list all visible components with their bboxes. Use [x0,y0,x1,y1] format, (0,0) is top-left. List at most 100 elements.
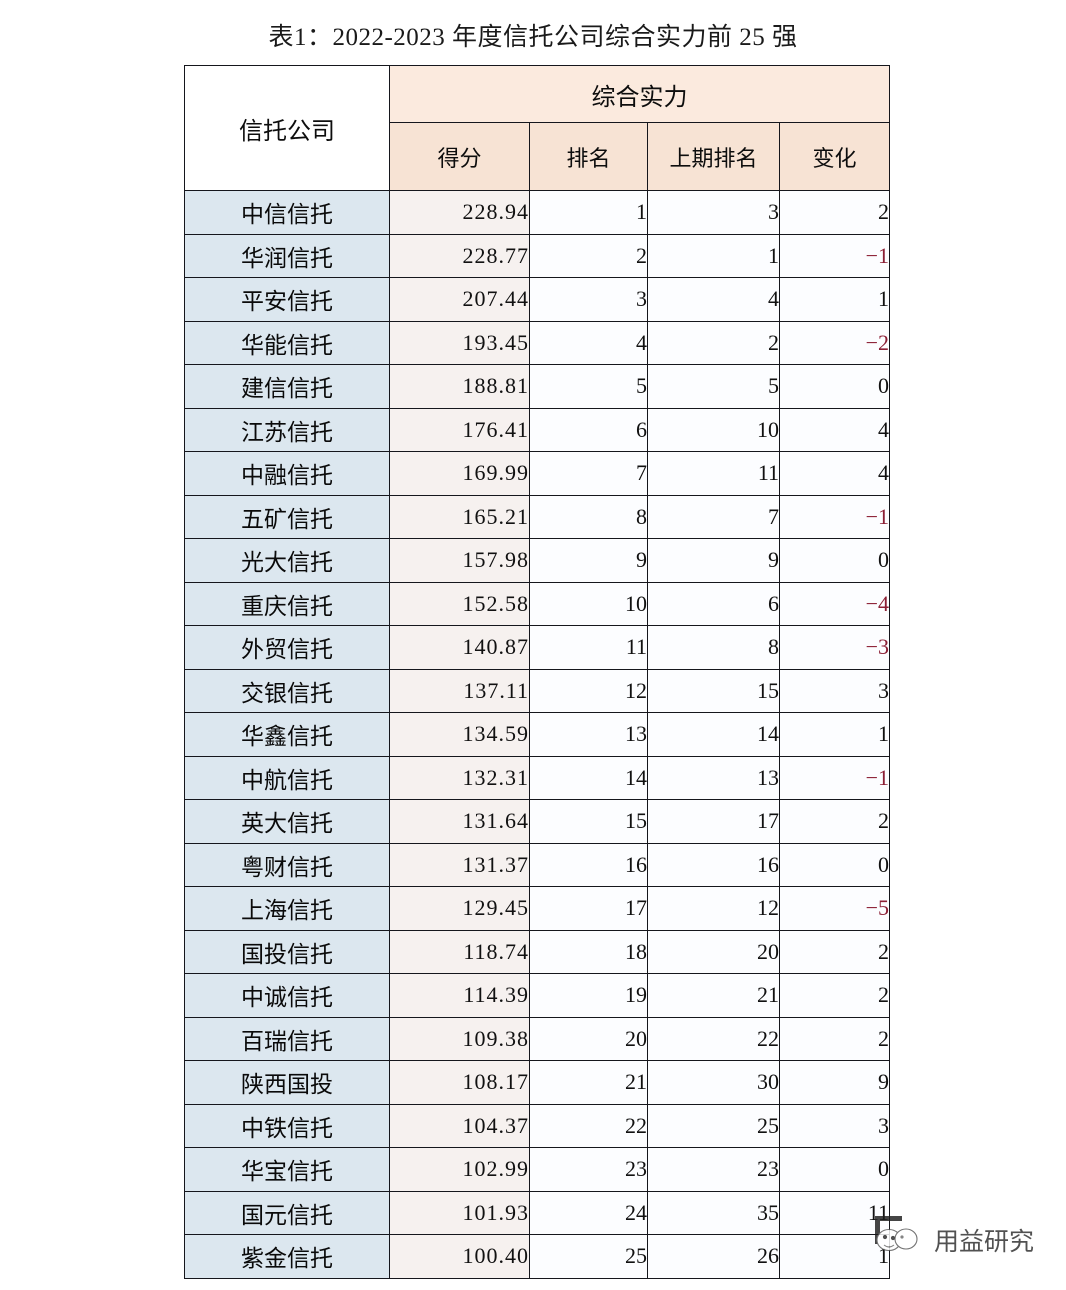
cell-rank: 25 [529,1234,648,1279]
table-row: 百瑞信托 109.38 20 22 2 [184,1016,890,1061]
cell-rank: 6 [529,407,648,452]
cell-change: −1 [779,755,890,800]
cell-previous-rank: 23 [647,1147,780,1192]
cell-company-name: 光大信托 [184,538,390,583]
table-row: 粤财信托 131.37 16 16 0 [184,842,890,887]
cell-score: 228.77 [389,233,530,278]
cell-score: 102.99 [389,1147,530,1192]
cell-company-name: 江苏信托 [184,407,390,452]
cell-company-name: 华宝信托 [184,1147,390,1192]
cell-change: 2 [779,1016,890,1061]
cell-change: 2 [779,929,890,974]
cell-score: 176.41 [389,407,530,452]
cell-previous-rank: 6 [647,581,780,626]
cell-company-name: 建信信托 [184,364,390,409]
cell-company-name: 五矿信托 [184,494,390,539]
cell-score: 140.87 [389,625,530,670]
cell-change: 2 [779,190,890,235]
cell-previous-rank: 35 [647,1190,780,1235]
cell-score: 109.38 [389,1016,530,1061]
cell-company-name: 国投信托 [184,929,390,974]
cell-rank: 8 [529,494,648,539]
cell-previous-rank: 15 [647,668,780,713]
cell-score: 129.45 [389,886,530,931]
cell-change: 0 [779,842,890,887]
table-row: 紫金信托 100.40 25 26 1 [184,1234,890,1279]
cell-change: −1 [779,233,890,278]
trust-company-ranking-table: 信托公司 综合实力 得分 排名 上期排名 变化 中信信托 228.94 1 3 2 华润信… [184,64,890,1279]
cell-rank: 15 [529,799,648,844]
cell-score: 165.21 [389,494,530,539]
cell-change: −5 [779,886,890,931]
column-header-previous-rank: 上期排名 [647,122,780,191]
table-row: 中融信托 169.99 7 11 4 [184,451,890,496]
cell-previous-rank: 4 [647,277,780,322]
column-header-rank: 排名 [529,122,648,191]
table-row: 平安信托 207.44 3 4 1 [184,277,890,322]
cell-previous-rank: 13 [647,755,780,800]
cell-rank: 19 [529,973,648,1018]
cell-score: 137.11 [389,668,530,713]
cell-company-name: 平安信托 [184,277,390,322]
table-row: 英大信托 131.64 15 17 2 [184,799,890,844]
cell-rank: 16 [529,842,648,887]
cell-score: 188.81 [389,364,530,409]
table-row: 上海信托 129.45 17 12 −5 [184,886,890,931]
cell-company-name: 英大信托 [184,799,390,844]
table-row: 五矿信托 165.21 8 7 −1 [184,494,890,539]
cell-company-name: 紫金信托 [184,1234,390,1279]
table-row: 华鑫信托 134.59 13 14 1 [184,712,890,757]
cell-previous-rank: 22 [647,1016,780,1061]
cell-rank: 20 [529,1016,648,1061]
cell-rank: 9 [529,538,648,583]
table-row: 陕西国投 108.17 21 30 9 [184,1060,890,1105]
table-row: 中诚信托 114.39 19 21 2 [184,973,890,1018]
cell-score: 118.74 [389,929,530,974]
cell-score: 157.98 [389,538,530,583]
table-row: 重庆信托 152.58 10 6 −4 [184,581,890,626]
table-row: 中信信托 228.94 1 3 2 [184,190,890,235]
cell-company-name: 上海信托 [184,886,390,931]
cell-change: 11 [779,1190,890,1235]
cell-company-name: 交银信托 [184,668,390,713]
cell-score: 132.31 [389,755,530,800]
cell-previous-rank: 3 [647,190,780,235]
cell-company-name: 国元信托 [184,1190,390,1235]
cell-previous-rank: 25 [647,1103,780,1148]
table-row: 华能信托 193.45 4 2 −2 [184,320,890,365]
cell-score: 100.40 [389,1234,530,1279]
table-row: 华润信托 228.77 2 1 −1 [184,233,890,278]
cell-rank: 7 [529,451,648,496]
cell-change: −1 [779,494,890,539]
cell-previous-rank: 1 [647,233,780,278]
cell-change: 0 [779,364,890,409]
page-title: 表1：2022-2023 年度信托公司综合实力前 25 强 [268,24,798,51]
table-row: 国元信托 101.93 24 35 11 [184,1190,890,1235]
cell-rank: 21 [529,1060,648,1105]
ranking-table-container: 信托公司 综合实力 得分 排名 上期排名 变化 中信信托 228.94 1 3 2 华润信… [184,64,890,1279]
cell-score: 134.59 [389,712,530,757]
cell-score: 193.45 [389,320,530,365]
table-row: 中航信托 132.31 14 13 −1 [184,755,890,800]
cell-score: 114.39 [389,973,530,1018]
cell-rank: 22 [529,1103,648,1148]
cell-change: 4 [779,451,890,496]
cell-change: 2 [779,973,890,1018]
cell-change: 1 [779,277,890,322]
cell-previous-rank: 21 [647,973,780,1018]
cell-rank: 12 [529,668,648,713]
cell-company-name: 华能信托 [184,320,390,365]
cell-rank: 4 [529,320,648,365]
cell-previous-rank: 2 [647,320,780,365]
cell-change: 3 [779,668,890,713]
table-row: 江苏信托 176.41 6 10 4 [184,407,890,452]
cell-score: 108.17 [389,1060,530,1105]
cell-rank: 2 [529,233,648,278]
cell-change: 1 [779,712,890,757]
cell-previous-rank: 17 [647,799,780,844]
column-header-company: 信托公司 [184,65,390,191]
table-header-row-group: 信托公司 综合实力 [184,64,890,191]
cell-rank: 3 [529,277,648,322]
cell-company-name: 华鑫信托 [184,712,390,757]
